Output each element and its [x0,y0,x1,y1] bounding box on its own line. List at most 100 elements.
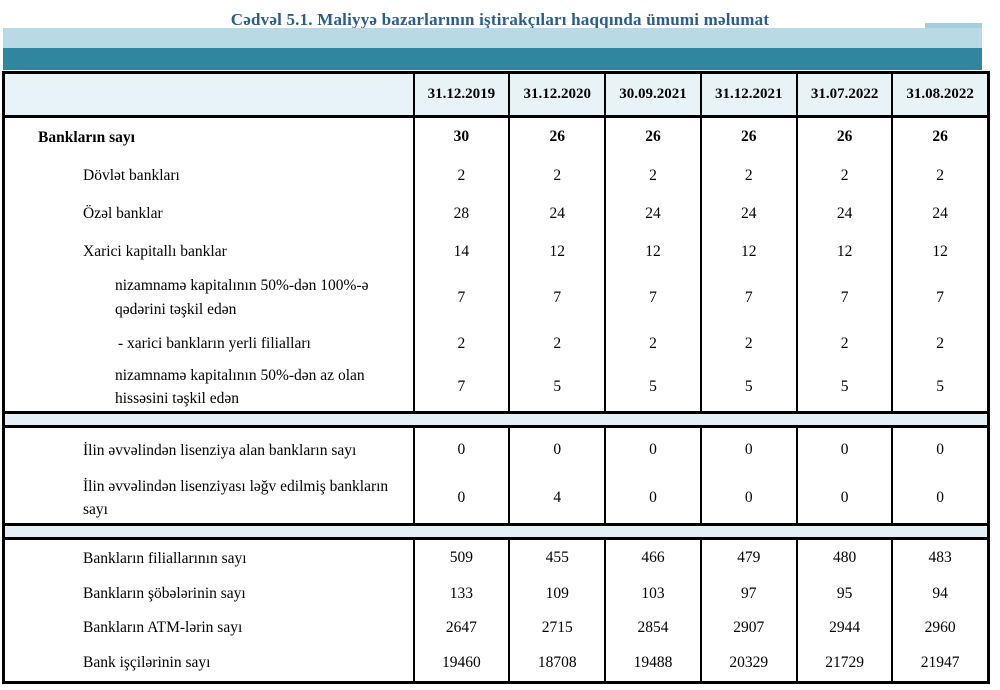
cell-value: 20329 [699,644,797,683]
table-row: Bankların filiallarının sayı 509 455 466… [4,538,989,577]
cell-value: 19460 [412,644,510,683]
cell-value: 94 [891,576,989,611]
cell-value: 12 [699,232,797,271]
cell-value: 21947 [891,644,989,683]
table-row: İlin əvvəlindən lisenziya alan bankların… [4,426,989,473]
cell-value: 18708 [508,644,606,683]
page-title: Cədvəl 5.1. Maliyyə bazarlarının iştirak… [230,10,770,29]
row-label: Xarici kapitallı banklar [83,242,227,260]
table-container: 31.12.2019 31.12.2020 30.09.2021 31.12.2… [2,71,1000,684]
cell-value: 97 [699,576,797,611]
row-label: Bankların ATM-lərin sayı [83,618,243,636]
table-row: Bankların sayı 30 26 26 26 26 26 [4,116,989,157]
cell-value: 5 [795,362,893,413]
cell-value: 2 [699,324,797,363]
header-band [3,23,982,70]
cell-value: 2 [699,156,797,195]
corner-header-cell [3,72,414,118]
cell-value: 2 [795,324,893,363]
table-row: İlin əvvəlindən lisenziyası ləğv edilmiş… [4,472,989,525]
cell-value: 0 [412,426,510,473]
cell-value: 2 [508,324,606,363]
cell-value: 2715 [508,610,606,645]
cell-value: 24 [604,194,701,233]
cell-value: 5 [508,362,606,413]
cell-value: 2854 [604,610,701,645]
row-label: İlin əvvəlindən lisenziya alan bankların… [83,441,357,459]
cell-value: 0 [699,472,797,525]
column-header: 30.09.2021 [604,72,701,118]
cell-value: 5 [891,362,989,413]
cell-value: 0 [795,426,893,473]
row-label: Dövlət bankları [83,166,180,184]
cell-value: 95 [795,576,893,611]
table-row: nizamnamə kapitalının 50%-dən 100%-ə qəd… [4,270,989,325]
table-row: - xarici bankların yerli filialları 2 2 … [4,324,989,363]
cell-value: 24 [508,194,606,233]
cell-value: 12 [795,232,893,271]
cell-value: 26 [508,116,606,157]
table-row: Bank işçilərinin sayı 19460 18708 19488 … [4,644,989,683]
cell-value: 0 [508,426,606,473]
cell-value: 2 [891,156,989,195]
cell-value: 12 [508,232,606,271]
table-row: nizamnamə kapitalının 50%-dən az olan hi… [4,362,989,413]
cell-value: 7 [699,270,797,325]
section-separator [3,411,989,428]
table-row: Bankların şöbələrinin sayı 133 109 103 9… [4,576,989,611]
column-header: 31.12.2020 [508,72,606,118]
row-label: - xarici bankların yerli filialları [118,334,311,352]
row-label: Özəl banklar [83,204,163,222]
row-label: Bankların filiallarının sayı [83,549,247,567]
cell-value: 509 [412,538,510,577]
cell-value: 24 [891,194,989,233]
cell-value: 26 [891,116,989,157]
row-label: Bank işçilərinin sayı [83,654,211,672]
table-row: Dövlət bankları 2 2 2 2 2 2 [4,156,989,195]
cell-value: 19488 [604,644,701,683]
cell-value: 2647 [412,610,510,645]
cell-value: 24 [699,194,797,233]
cell-value: 26 [699,116,797,157]
cell-value: 0 [412,472,510,525]
band-corner-accent [925,23,982,28]
table-row: Xarici kapitallı banklar 14 12 12 12 12 … [4,232,989,271]
column-header: 31.08.2022 [891,72,989,118]
cell-value: 21729 [795,644,893,683]
cell-value: 480 [795,538,893,577]
cell-value: 7 [891,270,989,325]
cell-value: 0 [891,426,989,473]
cell-value: 466 [604,538,701,577]
separator-band [3,523,989,540]
cell-value: 2 [508,156,606,195]
row-label: Bankların şöbələrinin sayı [83,584,246,602]
cell-value: 2 [795,156,893,195]
cell-value: 2 [604,324,701,363]
column-header: 31.12.2021 [699,72,797,118]
cell-value: 7 [508,270,606,325]
cell-value: 2 [412,324,510,363]
cell-value: 14 [412,232,510,271]
row-label: nizamnamə kapitalının 50%-dən 100%-ə qəd… [115,277,369,318]
cell-value: 12 [891,232,989,271]
cell-value: 0 [604,426,701,473]
row-label: İlin əvvəlindən lisenziyası ləğv edilmiş… [83,477,389,518]
cell-value: 26 [604,116,701,157]
section-separator [3,523,989,540]
cell-value: 0 [604,472,701,525]
cell-value: 2944 [795,610,893,645]
cell-value: 2907 [699,610,797,645]
table-row: Bankların ATM-lərin sayı 2647 2715 2854 … [4,610,989,645]
cell-value: 5 [699,362,797,413]
cell-value: 2 [604,156,701,195]
header-band-teal [3,48,982,70]
column-header: 31.12.2019 [412,72,510,118]
cell-value: 103 [604,576,701,611]
cell-value: 5 [604,362,701,413]
cell-value: 28 [412,194,510,233]
cell-value: 455 [508,538,606,577]
cell-value: 2960 [891,610,989,645]
cell-value: 7 [412,362,510,413]
cell-value: 4 [508,472,606,525]
cell-value: 0 [699,426,797,473]
